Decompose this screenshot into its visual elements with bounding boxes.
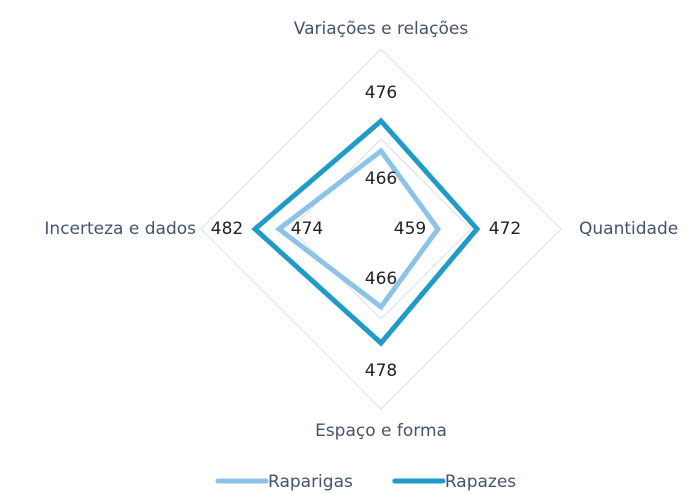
data-label: 466	[365, 269, 397, 289]
data-label: 482	[211, 219, 243, 239]
category-label: Espaço e forma	[315, 421, 447, 441]
data-label: 472	[489, 219, 521, 239]
data-label: 459	[394, 219, 426, 239]
data-label: 466	[365, 169, 397, 189]
data-label: 476	[365, 83, 397, 103]
data-label: 478	[365, 361, 397, 381]
series-line	[251, 117, 481, 347]
category-label: Variações e relações	[294, 19, 469, 39]
category-label: Quantidade	[579, 219, 678, 239]
legend-label: Raparigas	[268, 472, 353, 492]
grid-line	[200, 48, 562, 410]
category-label: Incerteza e dados	[44, 219, 196, 239]
legend-label: Rapazes	[445, 472, 516, 492]
series-line	[274, 147, 442, 311]
data-label: 474	[291, 219, 323, 239]
